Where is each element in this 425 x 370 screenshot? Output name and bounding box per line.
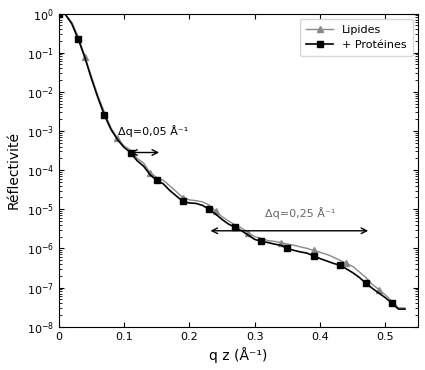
Line: Lipides: Lipides xyxy=(56,11,408,311)
Lipides xyxy=(89,74,94,78)
Line: + Protéines: + Protéines xyxy=(55,10,408,313)
+ Protéines xyxy=(56,11,61,16)
Lipides xyxy=(180,195,185,200)
+ Protéines xyxy=(402,307,408,311)
Text: Δq=0,05 Å⁻¹: Δq=0,05 Å⁻¹ xyxy=(118,125,189,137)
+ Protéines xyxy=(135,158,140,163)
Lipides xyxy=(115,136,120,141)
Lipides xyxy=(363,275,368,280)
+ Protéines xyxy=(115,137,120,142)
X-axis label: q z (Å⁻¹): q z (Å⁻¹) xyxy=(209,347,268,363)
Legend: Lipides, + Protéines: Lipides, + Protéines xyxy=(300,19,413,56)
+ Protéines xyxy=(180,199,185,204)
+ Protéines xyxy=(89,76,94,81)
Text: Δq=0,25 Å⁻¹: Δq=0,25 Å⁻¹ xyxy=(265,207,336,219)
Lipides xyxy=(396,306,401,310)
+ Protéines xyxy=(363,281,368,286)
Lipides xyxy=(56,11,61,16)
+ Protéines xyxy=(396,307,401,311)
Y-axis label: Réflectivité: Réflectivité xyxy=(7,131,21,209)
Lipides xyxy=(135,156,140,161)
Lipides xyxy=(402,306,408,310)
Lipides xyxy=(389,299,394,303)
+ Protéines xyxy=(389,301,394,305)
